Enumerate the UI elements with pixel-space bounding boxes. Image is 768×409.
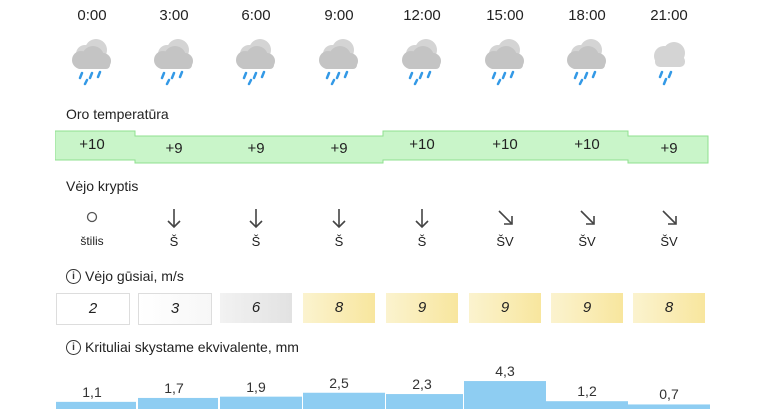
wind-gust-value: 6 <box>220 293 292 323</box>
temperature-value: +10 <box>574 136 600 153</box>
precipitation-bar <box>464 381 546 409</box>
precipitation-value: 1,7 <box>164 379 184 396</box>
cloud-rain-icon <box>72 39 111 86</box>
cloud-rain-icon <box>402 39 441 86</box>
wind-gust-value: 9 <box>469 293 541 323</box>
time-label: 3:00 <box>159 7 189 24</box>
arrow-down-icon <box>415 209 429 229</box>
arrow-down-right-icon <box>498 210 513 225</box>
calm-circle-icon <box>86 211 98 223</box>
wind-gust-value: 8 <box>303 293 375 323</box>
precipitation-value: 1,2 <box>577 383 597 400</box>
time-label: 18:00 <box>568 7 606 24</box>
precipitation-value: 0,7 <box>659 386 679 403</box>
temperature-value: +10 <box>492 136 518 153</box>
precipitation-heading: i Krituliai skystame ekvivalente, mm <box>66 339 299 355</box>
arrow-down-icon <box>167 209 181 229</box>
precipitation-bar <box>303 392 385 409</box>
precipitation-bar <box>628 404 710 409</box>
cloud-rain-icon <box>567 39 606 86</box>
temperature-value: +9 <box>660 140 678 157</box>
precipitation-bar <box>56 401 136 409</box>
cloud-rain-icon <box>485 39 524 86</box>
temperature-value: +10 <box>79 136 105 153</box>
arrow-down-icon <box>249 209 263 229</box>
info-icon[interactable]: i <box>66 339 81 355</box>
wind-direction-label: ŠV <box>660 234 678 249</box>
precipitation-value: 2,3 <box>412 376 432 393</box>
time-label: 0:00 <box>77 7 107 24</box>
precipitation-value: 1,9 <box>246 378 266 395</box>
cloud-rain-icon <box>654 42 685 86</box>
precipitation-bar <box>546 401 628 409</box>
time-label: 9:00 <box>324 7 354 24</box>
temperature-value: +9 <box>247 140 265 157</box>
cloud-rain-icon <box>319 39 358 86</box>
wind-direction-label: Š <box>417 234 427 249</box>
wind-gust-value: 9 <box>386 293 458 323</box>
wind-direction-heading: Vėjo kryptis <box>66 178 139 194</box>
temperature-value: +9 <box>165 140 183 157</box>
time-label: 12:00 <box>403 7 441 24</box>
arrow-down-right-icon <box>662 210 677 225</box>
time-label: 15:00 <box>486 7 524 24</box>
temperature-heading: Oro temperatūra <box>66 106 169 122</box>
wind-direction-label: Š <box>334 234 344 249</box>
info-icon[interactable]: i <box>66 268 81 284</box>
arrow-down-right-icon <box>580 210 595 225</box>
precipitation-value: 4,3 <box>495 363 515 380</box>
arrow-down-icon <box>332 209 346 229</box>
wind-gust-value: 9 <box>551 293 623 323</box>
precipitation-bar <box>138 397 218 409</box>
wind-gusts-label: Vėjo gūsiai, m/s <box>85 268 184 284</box>
precipitation-label: Krituliai skystame ekvivalente, mm <box>85 339 299 355</box>
temperature-value: +9 <box>330 140 348 157</box>
wind-gust-value: 2 <box>56 293 130 325</box>
time-label: 21:00 <box>650 7 688 24</box>
wind-direction-label: štilis <box>80 234 104 248</box>
wind-direction-label: ŠV <box>578 234 596 249</box>
cloud-rain-icon <box>154 39 193 86</box>
wind-direction-label: Š <box>251 234 261 249</box>
cloud-rain-icon <box>236 39 275 86</box>
time-label: 6:00 <box>241 7 271 24</box>
precipitation-bar <box>386 394 463 409</box>
temperature-band <box>55 130 709 164</box>
precipitation-value: 2,5 <box>329 374 349 391</box>
wind-gust-value: 3 <box>138 293 212 325</box>
temperature-value: +10 <box>409 136 435 153</box>
precipitation-value: 1,1 <box>82 383 102 400</box>
wind-direction-label: ŠV <box>496 234 514 249</box>
wind-gusts-heading: i Vėjo gūsiai, m/s <box>66 268 184 284</box>
wind-direction-label: Š <box>169 234 179 249</box>
precipitation-chart <box>56 381 710 409</box>
wind-gust-value: 8 <box>633 293 705 323</box>
precipitation-bar <box>220 396 302 409</box>
